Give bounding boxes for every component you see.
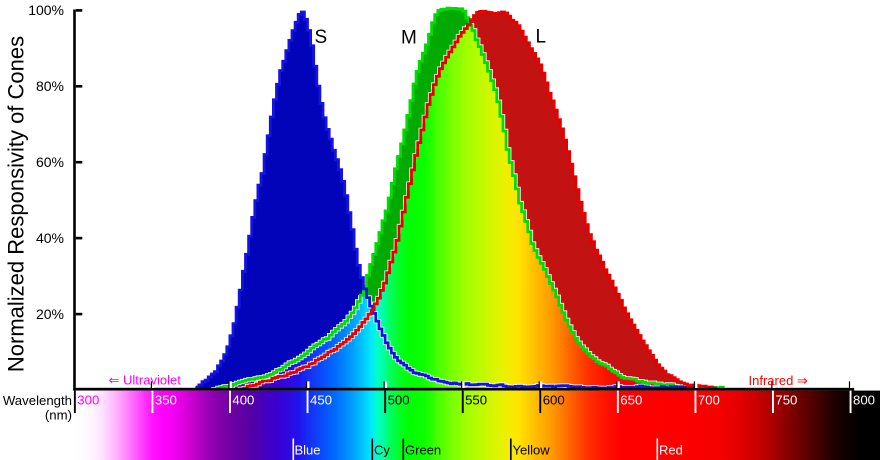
- svg-text:Normalized Responsivity of Con: Normalized Responsivity of Cones: [4, 36, 29, 372]
- svg-text:Blue: Blue: [295, 443, 321, 458]
- svg-text:80%: 80%: [36, 78, 64, 94]
- svg-text:650: 650: [620, 392, 642, 407]
- svg-text:⇐ Ultraviolet: ⇐ Ultraviolet: [109, 372, 182, 387]
- svg-text:Green: Green: [405, 443, 441, 458]
- svg-text:Yellow: Yellow: [513, 443, 551, 458]
- svg-text:450: 450: [310, 392, 332, 407]
- svg-text:750: 750: [775, 392, 797, 407]
- svg-text:S: S: [315, 27, 328, 48]
- svg-text:350: 350: [155, 392, 177, 407]
- svg-text:L: L: [536, 27, 547, 48]
- svg-text:700: 700: [698, 392, 720, 407]
- svg-text:Cy: Cy: [374, 443, 390, 458]
- svg-text:550: 550: [465, 392, 487, 407]
- svg-text:100%: 100%: [28, 2, 64, 18]
- svg-text:300: 300: [77, 392, 99, 407]
- svg-text:600: 600: [543, 392, 565, 407]
- svg-text:40%: 40%: [36, 230, 64, 246]
- svg-text:M: M: [401, 28, 417, 49]
- svg-text:Wavelength: Wavelength: [3, 393, 72, 408]
- svg-text:60%: 60%: [36, 154, 64, 170]
- svg-text:Red: Red: [659, 443, 683, 458]
- svg-text:800: 800: [853, 392, 875, 407]
- svg-text:Infrared ⇒: Infrared ⇒: [749, 373, 808, 388]
- svg-text:(nm): (nm): [45, 408, 72, 423]
- svg-text:400: 400: [232, 392, 254, 407]
- svg-text:20%: 20%: [36, 306, 64, 322]
- svg-text:500: 500: [388, 392, 410, 407]
